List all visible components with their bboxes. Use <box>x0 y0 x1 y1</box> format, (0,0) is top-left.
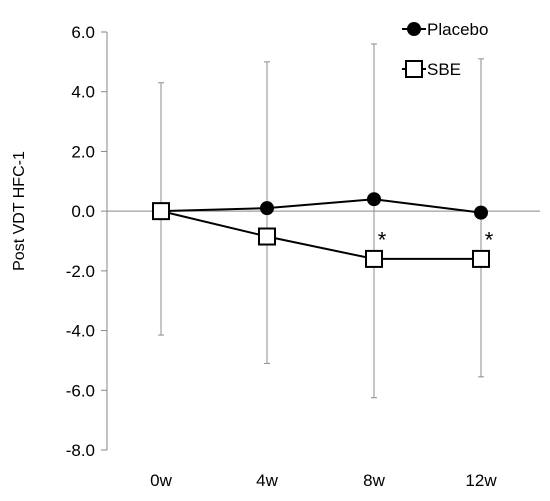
series-line-placebo <box>160 198 482 214</box>
legend-label-sbe: SBE <box>427 60 461 79</box>
data-point-placebo <box>474 205 488 220</box>
data-point-placebo <box>260 201 274 216</box>
y-axis-label: Post VDT HFC-1 <box>11 151 28 271</box>
series-markers <box>152 192 490 268</box>
y-tick-label: -4.0 <box>66 322 95 341</box>
legend-marker-placebo <box>407 22 421 36</box>
significance-marker: * <box>378 228 387 253</box>
x-tick-label: 4w <box>256 471 278 490</box>
x-tick-label: 0w <box>150 471 172 490</box>
legend-label-placebo: Placebo <box>427 20 488 39</box>
data-point-placebo <box>367 192 381 207</box>
data-point-sbe <box>152 202 170 221</box>
y-tick-label: 2.0 <box>71 142 95 161</box>
data-point-sbe <box>472 249 490 268</box>
y-tick-label: 6.0 <box>71 23 95 42</box>
y-tick-label: 4.0 <box>71 83 95 102</box>
y-tick-label: 0.0 <box>71 202 95 221</box>
legend: Placebo SBE <box>402 20 488 79</box>
error-bars <box>158 43 484 399</box>
legend-marker-sbe <box>405 60 423 78</box>
y-tick-label: -6.0 <box>66 381 95 400</box>
series-line-sbe <box>160 210 481 260</box>
y-tick-label: -8.0 <box>66 441 95 460</box>
axes: 6.0 4.0 2.0 0.0 -2.0 -4.0 -6.0 -8.0 0w 4w 8w 12w <box>66 23 540 490</box>
data-point-sbe <box>258 227 276 246</box>
annotations: * * <box>378 228 494 253</box>
data-point-sbe <box>365 249 383 268</box>
series-lines <box>160 198 482 260</box>
x-tick-label: 8w <box>363 471 385 490</box>
significance-marker: * <box>485 228 494 253</box>
y-tick-label: -2.0 <box>66 262 95 281</box>
x-tick-label: 12w <box>465 471 497 490</box>
